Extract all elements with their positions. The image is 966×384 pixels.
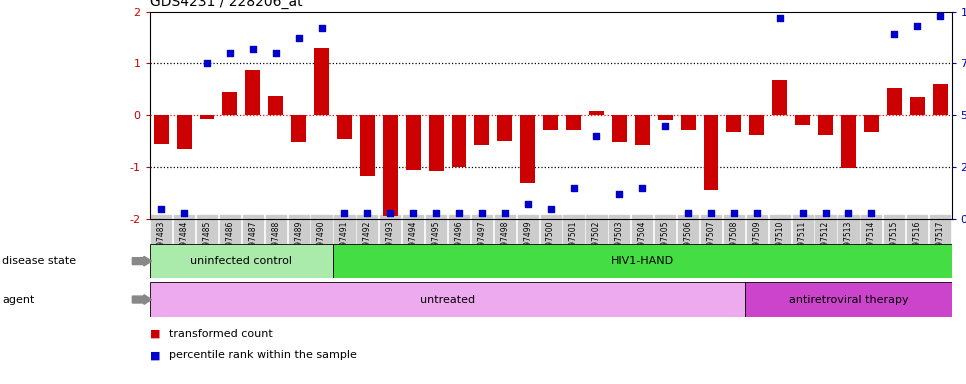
Point xyxy=(818,210,834,216)
Bar xyxy=(200,115,214,119)
Point xyxy=(932,13,948,19)
Bar xyxy=(611,115,627,142)
Bar xyxy=(451,115,467,167)
Bar xyxy=(222,92,238,115)
Text: percentile rank within the sample: percentile rank within the sample xyxy=(169,350,356,360)
Bar xyxy=(887,88,901,115)
Point xyxy=(474,210,490,216)
Bar xyxy=(795,115,810,124)
Point xyxy=(635,185,650,191)
Bar xyxy=(589,111,604,115)
Point xyxy=(887,31,902,37)
Point xyxy=(566,185,582,191)
Bar xyxy=(681,115,696,130)
Bar xyxy=(658,115,672,121)
Bar xyxy=(746,282,952,317)
Point xyxy=(909,23,924,29)
Text: ■: ■ xyxy=(150,329,160,339)
Text: GDS4231 / 228206_at: GDS4231 / 228206_at xyxy=(150,0,302,9)
Bar xyxy=(150,244,333,278)
Bar xyxy=(818,115,833,135)
Point xyxy=(864,210,879,216)
Point xyxy=(154,205,169,212)
Point xyxy=(726,210,742,216)
Point xyxy=(199,60,214,66)
Point xyxy=(840,210,856,216)
Point xyxy=(795,210,810,216)
Bar xyxy=(333,244,952,278)
Bar xyxy=(337,115,352,139)
Bar xyxy=(474,115,490,145)
Bar xyxy=(383,115,398,216)
Point xyxy=(383,210,398,216)
Point xyxy=(680,210,696,216)
Bar xyxy=(932,84,948,115)
Bar xyxy=(177,115,191,149)
Point xyxy=(359,210,375,216)
Bar xyxy=(566,115,581,130)
Text: disease state: disease state xyxy=(2,256,76,266)
Point xyxy=(451,210,467,216)
Bar xyxy=(841,115,856,168)
Point xyxy=(497,210,513,216)
Point xyxy=(588,133,604,139)
Bar xyxy=(314,48,329,115)
Text: HIV1-HAND: HIV1-HAND xyxy=(611,256,674,266)
Bar xyxy=(864,115,879,132)
Point xyxy=(749,210,764,216)
Point xyxy=(406,210,421,216)
Bar xyxy=(429,115,443,171)
Text: untreated: untreated xyxy=(420,295,475,305)
Point xyxy=(658,122,673,129)
Point xyxy=(245,46,261,52)
Point xyxy=(268,50,283,56)
Text: antiretroviral therapy: antiretroviral therapy xyxy=(788,295,908,305)
Point xyxy=(543,205,558,212)
Point xyxy=(520,201,535,207)
Point xyxy=(222,50,238,56)
Bar xyxy=(150,282,746,317)
Point xyxy=(611,191,627,197)
Bar xyxy=(154,115,169,144)
Bar xyxy=(726,115,741,132)
Text: agent: agent xyxy=(2,295,35,305)
Bar xyxy=(245,70,260,115)
Point xyxy=(703,210,719,216)
Point xyxy=(177,210,192,216)
Text: uninfected control: uninfected control xyxy=(190,256,293,266)
Bar xyxy=(360,115,375,176)
Bar xyxy=(635,115,650,145)
Bar xyxy=(269,96,283,115)
Bar xyxy=(703,115,719,190)
Text: ■: ■ xyxy=(150,350,160,360)
Bar xyxy=(750,115,764,135)
Bar xyxy=(291,115,306,142)
Bar xyxy=(772,80,787,115)
Bar xyxy=(406,115,420,170)
Point xyxy=(337,210,353,216)
Bar xyxy=(497,115,512,141)
Bar xyxy=(910,96,924,115)
Bar xyxy=(543,115,558,130)
Point xyxy=(314,25,329,31)
Point xyxy=(291,35,306,41)
Point xyxy=(428,210,443,216)
Text: transformed count: transformed count xyxy=(169,329,272,339)
Point xyxy=(772,15,787,21)
Bar xyxy=(521,115,535,183)
